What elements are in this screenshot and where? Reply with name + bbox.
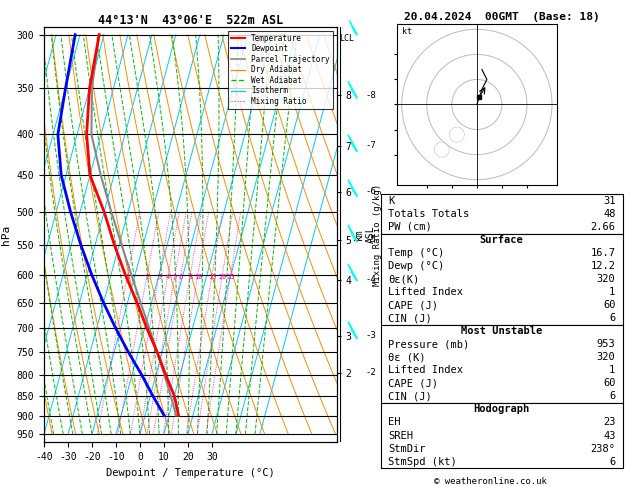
X-axis label: Dewpoint / Temperature (°C): Dewpoint / Temperature (°C) xyxy=(106,468,275,478)
Text: Lifted Index: Lifted Index xyxy=(388,365,463,375)
Text: 10: 10 xyxy=(194,275,202,280)
Text: 238°: 238° xyxy=(591,444,615,453)
Text: 60: 60 xyxy=(603,379,615,388)
Text: 4: 4 xyxy=(166,275,170,280)
Text: 2.66: 2.66 xyxy=(591,222,615,232)
Text: 6: 6 xyxy=(179,275,183,280)
Text: θε(K): θε(K) xyxy=(388,274,419,284)
Text: Mixing Ratio (g/kg): Mixing Ratio (g/kg) xyxy=(373,183,382,286)
Text: StmSpd (kt): StmSpd (kt) xyxy=(388,456,457,467)
Text: 1: 1 xyxy=(610,287,615,297)
Text: 1: 1 xyxy=(126,275,130,280)
Text: Pressure (mb): Pressure (mb) xyxy=(388,339,469,349)
Text: kt: kt xyxy=(402,27,412,36)
Bar xyxy=(381,325,623,403)
Text: 43: 43 xyxy=(603,431,615,440)
Text: © weatheronline.co.uk: © weatheronline.co.uk xyxy=(434,477,547,486)
Text: 6: 6 xyxy=(610,313,615,323)
Text: -7: -7 xyxy=(365,141,376,150)
Text: 15: 15 xyxy=(208,275,216,280)
Text: CIN (J): CIN (J) xyxy=(388,391,431,401)
Text: 953: 953 xyxy=(597,339,615,349)
Text: 12.2: 12.2 xyxy=(591,261,615,271)
Text: Temp (°C): Temp (°C) xyxy=(388,248,444,258)
Text: 1: 1 xyxy=(610,365,615,375)
Text: 6: 6 xyxy=(610,391,615,401)
Text: 31: 31 xyxy=(603,196,615,206)
Text: θε (K): θε (K) xyxy=(388,352,425,363)
Text: K: K xyxy=(388,196,394,206)
Legend: Temperature, Dewpoint, Parcel Trajectory, Dry Adiabat, Wet Adiabat, Isotherm, Mi: Temperature, Dewpoint, Parcel Trajectory… xyxy=(228,31,333,109)
Text: 20: 20 xyxy=(218,275,226,280)
Text: -8: -8 xyxy=(365,90,376,100)
Bar xyxy=(381,403,623,468)
Bar xyxy=(381,194,623,233)
Text: Most Unstable: Most Unstable xyxy=(461,326,542,336)
Text: 8: 8 xyxy=(188,275,192,280)
Text: 60: 60 xyxy=(603,300,615,310)
Text: 3: 3 xyxy=(157,275,161,280)
Text: Surface: Surface xyxy=(480,235,523,245)
Y-axis label: hPa: hPa xyxy=(1,225,11,244)
Text: 25: 25 xyxy=(226,275,235,280)
Bar xyxy=(381,233,623,325)
Text: 6: 6 xyxy=(610,456,615,467)
Text: Lifted Index: Lifted Index xyxy=(388,287,463,297)
Text: -5: -5 xyxy=(365,235,376,244)
Text: 320: 320 xyxy=(597,352,615,363)
Text: CAPE (J): CAPE (J) xyxy=(388,379,438,388)
Text: SREH: SREH xyxy=(388,431,413,440)
Text: -2: -2 xyxy=(365,368,376,377)
Text: CAPE (J): CAPE (J) xyxy=(388,300,438,310)
Text: StmDir: StmDir xyxy=(388,444,425,453)
Text: Hodograph: Hodograph xyxy=(474,404,530,415)
Text: 2: 2 xyxy=(145,275,149,280)
Text: LCL: LCL xyxy=(340,34,354,43)
Text: -6: -6 xyxy=(365,187,376,196)
Text: 23: 23 xyxy=(603,417,615,428)
Text: 5: 5 xyxy=(173,275,177,280)
Text: 16.7: 16.7 xyxy=(591,248,615,258)
Text: 320: 320 xyxy=(597,274,615,284)
Text: EH: EH xyxy=(388,417,400,428)
Text: 48: 48 xyxy=(603,209,615,219)
Text: 20.04.2024  00GMT  (Base: 18): 20.04.2024 00GMT (Base: 18) xyxy=(404,12,599,22)
Y-axis label: km
ASL: km ASL xyxy=(354,226,376,243)
Text: PW (cm): PW (cm) xyxy=(388,222,431,232)
Text: Totals Totals: Totals Totals xyxy=(388,209,469,219)
Text: Dewp (°C): Dewp (°C) xyxy=(388,261,444,271)
Text: -4: -4 xyxy=(365,275,376,284)
Title: 44°13'N  43°06'E  522m ASL: 44°13'N 43°06'E 522m ASL xyxy=(97,14,283,27)
Text: -3: -3 xyxy=(365,331,376,340)
Text: CIN (J): CIN (J) xyxy=(388,313,431,323)
